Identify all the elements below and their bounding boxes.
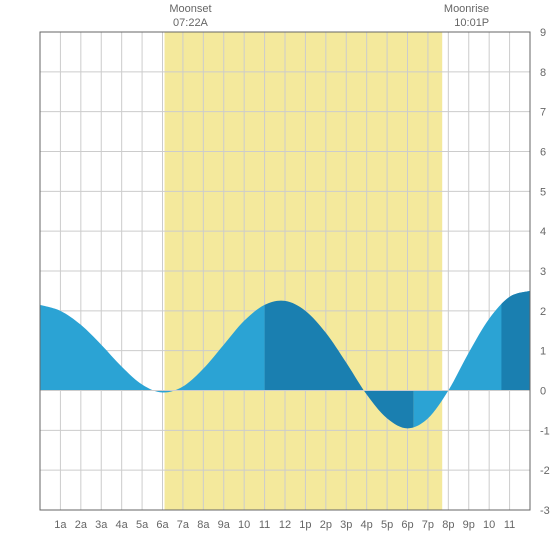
y-tick-label: -1: [540, 425, 550, 437]
x-tick-label: 10: [483, 519, 495, 531]
svg-text:Moonrise: Moonrise: [444, 3, 489, 15]
x-tick-label: 8a: [197, 519, 210, 531]
x-tick-label: 12: [279, 519, 291, 531]
header-label: Moonrise 10:01P: [444, 3, 489, 29]
y-tick-label: 5: [540, 186, 546, 198]
y-tick-label: 6: [540, 147, 546, 159]
y-tick-label: -2: [540, 465, 550, 477]
x-tick-label: 8p: [442, 519, 454, 531]
x-tick-label: 9a: [218, 519, 231, 531]
x-tick-label: 3a: [95, 519, 108, 531]
y-tick-label: 0: [540, 386, 546, 398]
x-tick-label: 3p: [340, 519, 352, 531]
x-tick-label: 11: [259, 519, 270, 531]
x-tick-label: 5p: [381, 519, 393, 531]
y-tick-label: 1: [540, 346, 546, 358]
x-tick-label: 1p: [299, 519, 311, 531]
x-tick-label: 7a: [177, 519, 190, 531]
svg-text:10:01P: 10:01P: [454, 17, 489, 29]
y-tick-label: 4: [540, 226, 546, 238]
chart-svg: 1a2a3a4a5a6a7a8a9a1011121p2p3p4p5p6p7p8p…: [0, 0, 550, 550]
x-tick-label: 6a: [156, 519, 169, 531]
x-tick-label: 4p: [361, 519, 373, 531]
svg-text:Moonset: Moonset: [169, 3, 211, 15]
x-tick-label: 7p: [422, 519, 434, 531]
y-tick-label: 7: [540, 107, 546, 119]
x-tick-label: 5a: [136, 519, 149, 531]
x-tick-label: 9p: [463, 519, 475, 531]
y-tick-label: 8: [540, 67, 546, 79]
x-tick-label: 1a: [54, 519, 67, 531]
header-label: Moonset 07:22A: [169, 3, 211, 29]
x-tick-label: 6p: [401, 519, 413, 531]
y-tick-label: 2: [540, 306, 546, 318]
x-tick-label: 4a: [116, 519, 129, 531]
x-tick-label: 10: [238, 519, 250, 531]
y-tick-label: 3: [540, 266, 546, 278]
x-tick-label: 2p: [320, 519, 332, 531]
svg-text:07:22A: 07:22A: [173, 17, 209, 29]
y-tick-label: 9: [540, 27, 546, 39]
x-tick-label: 2a: [75, 519, 88, 531]
tide-chart: 1a2a3a4a5a6a7a8a9a1011121p2p3p4p5p6p7p8p…: [0, 0, 550, 550]
x-tick-label: 11: [504, 519, 515, 531]
y-tick-label: -3: [540, 505, 550, 517]
